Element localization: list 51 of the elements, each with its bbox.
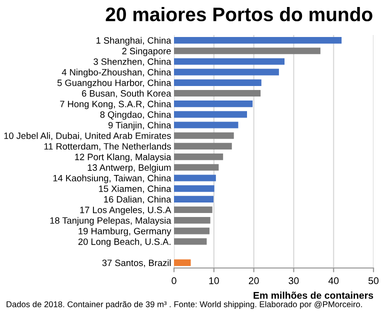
bar: [174, 238, 207, 245]
x-tick-label: 40: [328, 277, 339, 284]
y-tick-label: 18 Tanjung Pelepas, Malaysia: [50, 217, 172, 226]
y-tick-label: 5 Guangzhou Harbor, China: [57, 79, 172, 88]
bar: [174, 164, 219, 171]
bar: [174, 48, 320, 54]
bar: [174, 185, 214, 192]
bar: [174, 154, 224, 160]
y-tick-label: 14 Kaohsiung, Taiwan, China: [53, 174, 172, 184]
y-tick-label: 37 Santos, Brazil: [102, 259, 171, 268]
y-tick-label: 8 Qingdao, China: [100, 111, 172, 120]
bar: [174, 196, 214, 202]
bar: [174, 100, 253, 108]
bar: [174, 122, 238, 128]
bar: [174, 58, 285, 65]
y-tick-label: 15 Xiamen, China: [99, 185, 172, 194]
x-tick-label: 10: [209, 277, 219, 284]
bar: [174, 142, 232, 150]
y-tick-label: 7 Hong Kong, S.A.R, China: [60, 100, 172, 110]
bar: [174, 206, 212, 214]
x-tick-label: 0: [172, 277, 176, 284]
x-axis-title: Em milhões de containers: [254, 292, 374, 299]
bar: [174, 228, 210, 234]
x-tick-label: 30: [288, 277, 299, 284]
y-tick-label: 2 Singapore: [122, 48, 171, 56]
bar: [174, 132, 234, 139]
y-tick-label: 10 Jebel Ali, Dubai, United Arab Emirates: [4, 132, 171, 140]
bar: [174, 259, 191, 266]
y-tick-label: 11 Rotterdam, The Netherlands: [44, 142, 171, 151]
bar: [174, 90, 261, 97]
y-tick-label: 16 Dalian, China: [104, 196, 172, 204]
y-tick-label: 3 Shenzhen, China: [94, 58, 172, 66]
y-tick-label: 4 Ningbo-Zhoushan, China: [62, 68, 172, 78]
y-tick-label: 17 Los Angeles, U.S.A: [80, 206, 172, 215]
bar: [174, 217, 210, 224]
chart-title: 20 maiores Portos do mundo: [106, 7, 372, 22]
text: Dados de 2018. Container padrão de 39 m³ . Fonte: World shipping. Elaborado por @PMorceiro.: [6, 301, 362, 309]
x-tick-label: 50: [368, 277, 379, 284]
y-tick-label: 20 Long Beach, U.S.A.: [78, 238, 170, 247]
y-tick-label: 1 Shanghai, China: [96, 36, 172, 46]
bar: [174, 79, 262, 86]
y-tick-label: 6 Busan, South Korea: [82, 90, 172, 98]
y-tick-label: 9 Tianjin, China: [108, 122, 172, 130]
x-tick-label: 20: [248, 277, 259, 284]
y-tick-label: 19 Hamburg, Germany: [78, 228, 172, 236]
bar: [174, 37, 342, 44]
y-tick-label: 12 Port Klang, Malaysia: [75, 153, 172, 162]
bar: [174, 111, 248, 118]
bar: [174, 174, 216, 182]
y-tick-label: 13 Antwerp, Belgium: [88, 164, 171, 173]
bar: [174, 68, 279, 76]
